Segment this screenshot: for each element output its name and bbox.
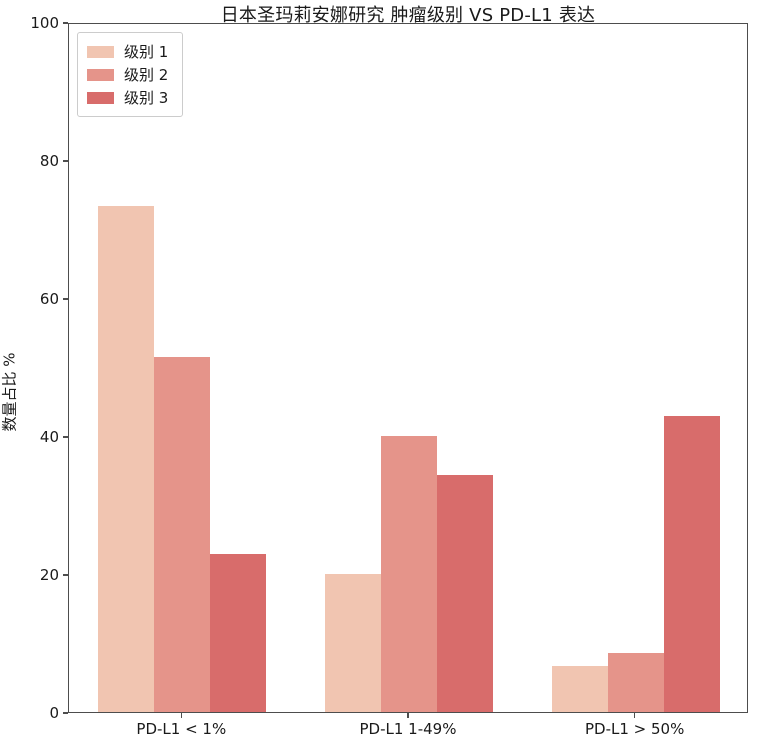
plot-area: 数量占比 % 级别 1 级别 2 级别 3 [1, 23, 748, 713]
y-tick-label: 60 [39, 289, 59, 308]
bar-series3-cat3 [663, 416, 720, 712]
legend-item-2: 级别 2 [87, 63, 168, 86]
y-tick-mark [63, 436, 68, 438]
bar-series1-cat2 [325, 574, 381, 712]
y-axis-label: 数量占比 % [0, 352, 19, 432]
x-tick-label: PD-L1 > 50% [584, 720, 685, 738]
y-tick-mark [63, 298, 68, 300]
legend-item-3: 级别 3 [87, 86, 168, 109]
y-tick-label: 20 [39, 565, 59, 584]
legend-label: 级别 1 [124, 43, 169, 61]
x-tick-label: PD-L1 < 1% [136, 720, 227, 738]
bar-series2-cat1 [154, 357, 211, 712]
y-tick-label: 40 [39, 427, 59, 446]
x-tick-mark [180, 713, 183, 718]
legend-label: 级别 2 [124, 66, 169, 84]
y-tick-mark [63, 574, 68, 576]
bar-series2-cat2 [381, 436, 437, 712]
bar-series1-cat3 [551, 665, 608, 712]
bar-series3-cat2 [437, 475, 493, 712]
legend-item-1: 级别 1 [87, 40, 168, 63]
legend-swatch [87, 68, 114, 81]
y-tick-label: 100 [30, 13, 59, 32]
y-tick-mark [63, 22, 68, 24]
x-tick-mark [407, 713, 409, 718]
x-tick-label: PD-L1 1-49% [359, 720, 457, 738]
bar-series1-cat1 [98, 206, 155, 712]
y-tick-mark [63, 160, 68, 162]
legend-swatch [87, 91, 114, 104]
y-tick-label: 0 [49, 703, 59, 722]
legend: 级别 1 级别 2 级别 3 [77, 32, 184, 117]
legend-label: 级别 3 [124, 89, 169, 107]
x-tick-mark [633, 713, 636, 718]
chart-title: 日本圣玛莉安娜研究 肿瘤级别 VS PD-L1 表达 [220, 5, 596, 26]
bar-series2-cat3 [607, 652, 664, 712]
y-tick-label: 80 [39, 151, 59, 170]
bar-series3-cat1 [210, 554, 267, 712]
y-tick-mark [63, 712, 68, 714]
legend-swatch [87, 45, 114, 58]
